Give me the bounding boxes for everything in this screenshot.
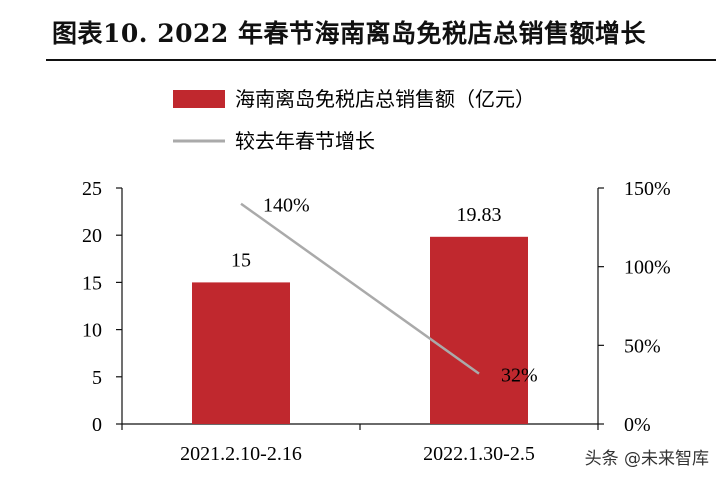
chart-title: 图表10. 2022 年春节海南离岛免税店总销售额增长	[52, 19, 646, 48]
line-value-label: 32%	[501, 365, 538, 387]
line-value-label: 140%	[263, 195, 310, 217]
left-tick-label: 25	[82, 178, 102, 200]
legend-bar-label: 海南离岛免税店总销售额（亿元）	[235, 87, 535, 111]
bar-value-label: 15	[231, 249, 251, 271]
plot-area: 0 5 10 15 20 25 0% 50% 100% 150% 2021.2.10-2.16 202…	[82, 178, 671, 465]
right-tick-label: 0%	[624, 414, 651, 436]
legend-bar-swatch	[173, 90, 225, 108]
left-tick-label: 15	[82, 272, 102, 294]
left-tick-label: 10	[82, 320, 102, 342]
bar	[430, 236, 528, 424]
bar-value-label: 19.83	[457, 204, 502, 226]
title-underline	[46, 59, 716, 61]
legend: 海南离岛免税店总销售额（亿元） 较去年春节增长	[173, 87, 535, 153]
bar	[192, 282, 290, 424]
x-tick-label: 2021.2.10-2.16	[180, 443, 302, 465]
right-tick-label: 150%	[624, 178, 671, 200]
watermark: 头条 @未来智库	[584, 449, 709, 469]
right-tick-label: 50%	[624, 335, 661, 357]
left-tick-label: 0	[92, 414, 102, 436]
growth-line	[240, 202, 480, 375]
legend-line-label: 较去年春节增长	[235, 129, 375, 153]
left-tick-label: 20	[82, 225, 102, 247]
x-tick-label: 2022.1.30-2.5	[423, 443, 535, 465]
right-tick-label: 100%	[624, 257, 671, 279]
left-tick-label: 5	[92, 367, 102, 389]
